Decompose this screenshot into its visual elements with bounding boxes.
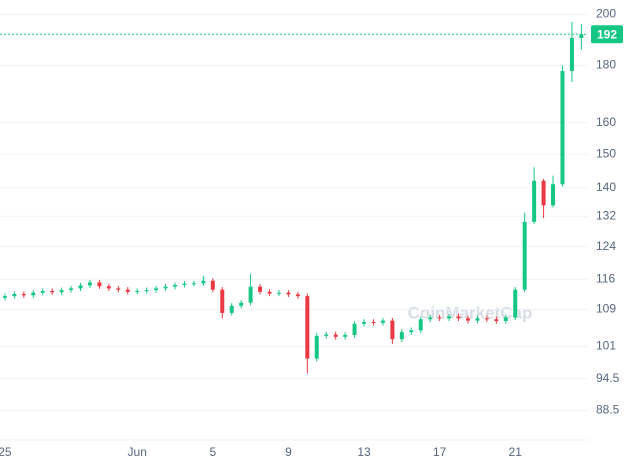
y-tick-label: 160 (596, 115, 616, 129)
candle-body (258, 286, 263, 292)
y-tick-label: 150 (596, 146, 616, 160)
candle-body (399, 332, 404, 340)
candle-body (494, 319, 499, 322)
candle-body (569, 38, 574, 71)
candle-body (210, 280, 215, 290)
current-price-badge (591, 25, 623, 44)
x-tick-label: 9 (285, 445, 292, 459)
candle-body (409, 330, 414, 333)
candle-body (447, 316, 452, 319)
candle-body (522, 221, 527, 290)
candle-body (437, 317, 442, 319)
candle-body (154, 288, 159, 291)
candle-body (276, 292, 281, 294)
candle-body (286, 292, 291, 295)
candle-body (362, 321, 367, 324)
y-tick-label: 180 (596, 58, 616, 72)
candle-body (248, 286, 253, 303)
candle-body (106, 286, 111, 289)
candle-body (371, 321, 376, 323)
candle-body (239, 302, 244, 306)
y-tick-label: 124 (596, 239, 616, 253)
candle-body (12, 293, 17, 297)
candle-body (59, 290, 64, 293)
candle-body (551, 184, 556, 206)
candle-body (465, 318, 470, 321)
y-tick-label: 140 (596, 180, 616, 194)
candle-body (560, 70, 565, 185)
candle-body (201, 280, 206, 284)
x-tick-label: 13 (357, 445, 371, 459)
candle-body (135, 290, 140, 292)
candle-body (125, 289, 130, 292)
candle-body (31, 292, 36, 296)
candle-body (229, 305, 234, 313)
x-tick-label: 25 (0, 445, 12, 459)
y-tick-label: 132 (596, 208, 616, 222)
candle-body (295, 294, 300, 297)
y-tick-label: 200 (596, 7, 616, 21)
candle-body (352, 323, 357, 335)
candle-body (343, 334, 348, 337)
candle-body (513, 289, 518, 318)
candle-body (163, 286, 168, 289)
candle-body (50, 290, 55, 293)
candle-body (2, 296, 7, 298)
current-price-label: 192 (597, 27, 617, 41)
candle-body (87, 282, 92, 286)
candle-body (324, 334, 329, 336)
candle-body (305, 296, 310, 359)
y-tick-label: 94.5 (596, 371, 620, 385)
candle-body (144, 290, 149, 292)
y-tick-label: 109 (596, 301, 616, 315)
x-tick-label: Jun (128, 445, 147, 459)
y-tick-label: 88.5 (596, 403, 620, 417)
y-tick-label: 101 (596, 339, 616, 353)
candle-body (191, 283, 196, 285)
x-tick-label: 17 (433, 445, 447, 459)
candle-body (40, 290, 45, 293)
candle-body (380, 320, 385, 323)
candle-body (333, 334, 338, 337)
candle-body (418, 319, 423, 331)
candle-body (182, 283, 187, 285)
candle-body (503, 317, 508, 322)
candle-body (97, 282, 102, 287)
candle-body (21, 293, 26, 296)
candle-body (267, 291, 272, 294)
candle-body (78, 285, 83, 289)
candle-body (428, 317, 433, 320)
candle-body (579, 34, 584, 39)
candle-body (532, 180, 537, 222)
candle-body (541, 180, 546, 206)
x-tick-label: 21 (509, 445, 523, 459)
candle-body (69, 288, 74, 291)
candle-body (456, 316, 461, 319)
candle-body (475, 318, 480, 321)
y-tick-label: 116 (596, 271, 615, 285)
x-tick-label: 5 (209, 445, 216, 459)
candle-body (390, 320, 395, 340)
candle-body (220, 289, 225, 313)
candle-body (173, 284, 178, 287)
candle-body (484, 318, 489, 320)
candle-body (116, 288, 121, 290)
candle-body (314, 335, 319, 359)
